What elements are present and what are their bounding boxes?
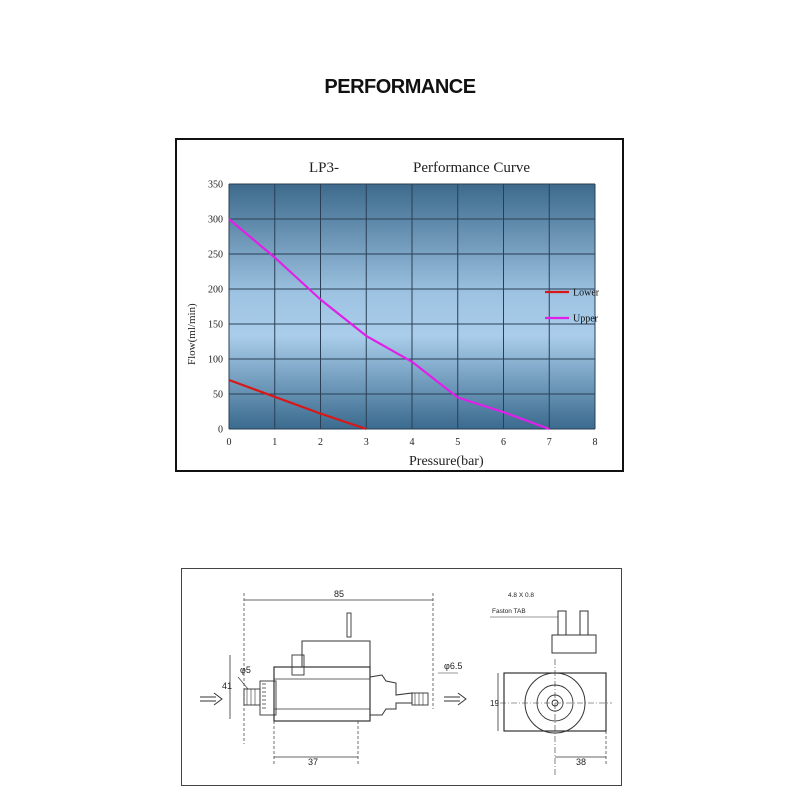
- series-line-lower: [228, 378, 367, 431]
- dim-outlet-label: φ6.5: [444, 661, 462, 671]
- legend-label-upper: Upper: [573, 314, 599, 325]
- y-tick-label: 200: [208, 285, 223, 296]
- x-tick-label: 4: [410, 437, 415, 448]
- y-axis-ticks: 0 50 100 150 200 250 300 350: [208, 180, 223, 436]
- dim-height-label: 41: [222, 681, 232, 691]
- page-title: PERFORMANCE: [324, 76, 476, 98]
- pump-front-view: 85 41 φ5 φ6.5: [200, 589, 467, 767]
- x-tick-label: 6: [501, 437, 506, 448]
- chart-legend: Lower Upper: [545, 288, 600, 325]
- chart-title: Performance Curve: [413, 160, 530, 176]
- y-tick-label: 0: [218, 425, 223, 436]
- x-tick-label: 8: [593, 437, 598, 448]
- x-tick-label: 2: [318, 437, 323, 448]
- x-tick-label: 7: [547, 437, 552, 448]
- x-axis-label: Pressure(bar): [409, 454, 484, 469]
- y-axis-label: Flow(ml/min): [186, 303, 198, 365]
- terminal-size-label: 4.8 X 0.8: [508, 592, 534, 599]
- x-tick-label: 0: [227, 437, 232, 448]
- x-tick-label: 1: [272, 437, 277, 448]
- dim-length-label: 85: [334, 589, 344, 599]
- legend-label-lower: Lower: [573, 288, 600, 299]
- chart-model-label: LP3-: [309, 160, 339, 176]
- chart-grid: [228, 183, 596, 430]
- x-tick-label: 5: [455, 437, 460, 448]
- dim-body-label: 37: [308, 757, 318, 767]
- y-tick-label: 350: [208, 180, 223, 191]
- pump-drawing: 85 41 φ5 φ6.5: [200, 589, 612, 775]
- y-tick-label: 300: [208, 215, 223, 226]
- pump-side-view: 4.8 X 0.8 Faston TAB 19 38: [490, 592, 612, 775]
- y-tick-label: 150: [208, 320, 223, 331]
- terminal-type-label: Faston TAB: [492, 608, 526, 615]
- y-tick-label: 250: [208, 250, 223, 261]
- y-tick-label: 100: [208, 355, 223, 366]
- dim-side-width-label: 38: [576, 757, 586, 767]
- performance-chart: LP3- Performance Curve 0 50 100 150 200 250 30…: [175, 138, 624, 472]
- chart-series: [228, 218, 550, 431]
- y-tick-label: 50: [213, 390, 223, 401]
- x-axis-ticks: 0 1 2 3 4 5 6 7 8: [227, 437, 598, 448]
- dim-side-height-label: 19: [490, 699, 499, 708]
- dim-inlet-label: φ5: [240, 665, 251, 675]
- x-tick-label: 3: [364, 437, 369, 448]
- dimension-drawing: 85 41 φ5 φ6.5: [181, 568, 622, 786]
- series-line-upper: [228, 218, 550, 431]
- chart-canvas: LP3- Performance Curve 05010015020025030…: [186, 160, 600, 469]
